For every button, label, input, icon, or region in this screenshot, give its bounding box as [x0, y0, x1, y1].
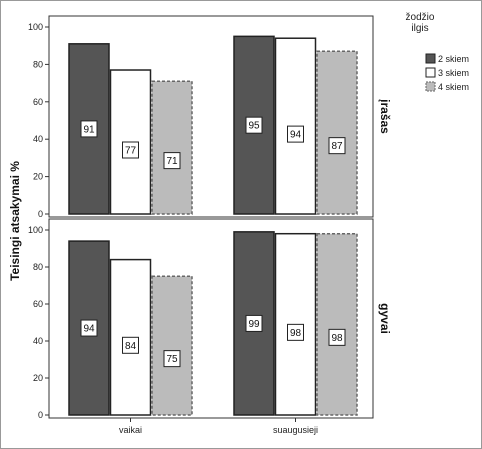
value-label-text: 71 [166, 156, 178, 167]
panel-1: 0 20 40 60 80 100 91 95 77 94 71 87 įrašas [28, 15, 392, 219]
panels: 0 20 40 60 80 100 91 95 77 94 71 87 įrašas 0 20 40 60 80 1… [28, 15, 392, 435]
y-tick-label: 60 [33, 97, 43, 107]
value-label-text: 98 [290, 328, 302, 339]
legend-label: 3 skiem [438, 68, 469, 78]
value-label-text: 77 [125, 146, 137, 157]
y-tick-label: 80 [33, 59, 43, 69]
legend-title: žodžio [406, 12, 435, 23]
bar [316, 232, 358, 416]
value-label-text: 94 [83, 324, 95, 335]
legend-label: 4 skiem [438, 82, 469, 92]
legend-item: 4 skiem [425, 81, 469, 92]
x-tick-label: vaikai [119, 425, 142, 435]
value-label: 98 [328, 328, 346, 346]
y-tick-label: 100 [28, 225, 43, 235]
y-tick-label: 40 [33, 336, 43, 346]
value-label-text: 91 [83, 124, 95, 135]
value-label-box [122, 141, 139, 159]
value-label: 84 [122, 336, 139, 354]
value-label: 77 [122, 141, 139, 159]
value-label-box [328, 328, 346, 346]
y-tick-label: 0 [38, 209, 43, 219]
panel-label: gyvai [378, 303, 392, 334]
value-label-text: 99 [248, 319, 260, 330]
value-label-text: 94 [290, 130, 302, 141]
y-tick-label: 20 [33, 373, 43, 383]
value-label: 71 [163, 152, 181, 170]
value-label-box [80, 120, 98, 138]
legend-label: 2 skiem [438, 54, 469, 64]
bar [151, 275, 193, 416]
value-label-box [328, 137, 346, 155]
y-tick-label: 100 [28, 22, 43, 32]
value-label: 94 [80, 319, 98, 337]
y-tick-label: 80 [33, 262, 43, 272]
y-tick-label: 0 [38, 410, 43, 420]
legend-swatch [425, 53, 436, 64]
y-tick-label: 20 [33, 172, 43, 182]
value-label: 94 [287, 125, 304, 143]
value-label-text: 84 [125, 341, 137, 352]
x-tick-label: suaugusieji [273, 425, 318, 435]
legend-item: 3 skiem [425, 67, 469, 78]
legend-item: 2 skiem [425, 53, 469, 64]
value-label-box [163, 152, 181, 170]
legend-swatch [425, 67, 436, 78]
value-label-box [287, 125, 304, 143]
value-label: 91 [80, 120, 98, 138]
y-tick-label: 60 [33, 299, 43, 309]
value-label: 87 [328, 137, 346, 155]
value-label: 98 [287, 323, 304, 341]
value-label-box [245, 116, 263, 134]
value-label-text: 98 [331, 333, 343, 344]
panel-frame [48, 15, 374, 218]
value-label-box [245, 314, 263, 332]
bar [316, 50, 358, 215]
value-label-text: 87 [331, 141, 343, 152]
bar [151, 80, 193, 215]
panel-2: 0 20 40 60 80 100 94 99 84 98 75 98 gyvai [28, 218, 392, 420]
value-label-text: 95 [248, 121, 260, 132]
legend-title: ilgis [411, 23, 428, 34]
panel-label: įrašas [378, 99, 392, 134]
value-label-text: 75 [166, 354, 178, 365]
value-label: 95 [245, 116, 263, 134]
value-label-box [163, 350, 181, 368]
y-tick-label: 40 [33, 134, 43, 144]
value-label-box [287, 323, 304, 341]
value-label-box [122, 336, 139, 354]
value-label: 75 [163, 350, 181, 368]
y-axis-label: Teisingi atsakymai % [8, 161, 22, 281]
legend-swatch [425, 81, 436, 92]
value-label: 99 [245, 314, 263, 332]
value-label-box [80, 319, 98, 337]
panel-frame [48, 218, 374, 419]
